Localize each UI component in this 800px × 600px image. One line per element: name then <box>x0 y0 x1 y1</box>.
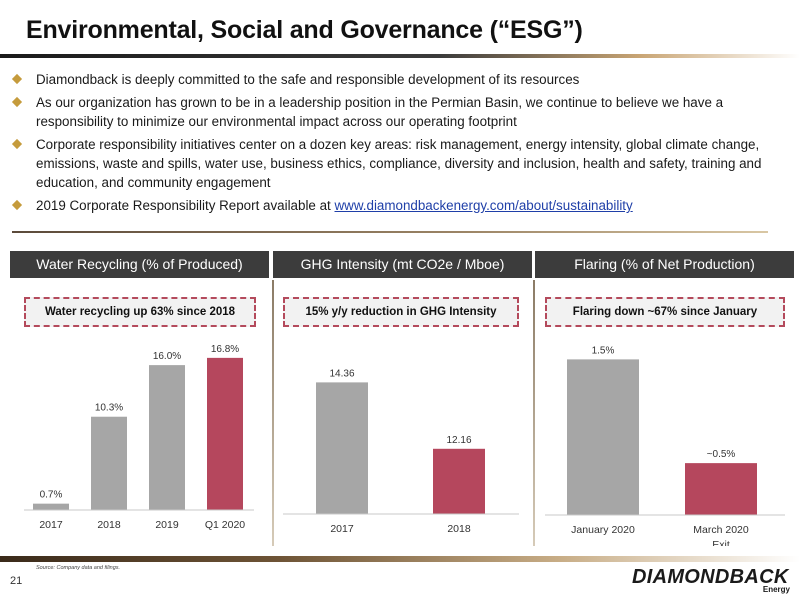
ghg-intensity-panel: GHG Intensity (mt CO2e / Mboe) 15% y/y r… <box>273 251 532 546</box>
chart-bar <box>316 382 368 514</box>
panel-header: Flaring (% of Net Production) <box>535 251 794 278</box>
section-divider <box>12 231 768 233</box>
category-tick-label: 2017 <box>39 519 63 531</box>
panel-separator <box>272 280 274 546</box>
chart-bar <box>149 365 185 510</box>
ghg-intensity-chart: 14.36 2017 12.16 2018 <box>283 368 519 535</box>
panel-header: GHG Intensity (mt CO2e / Mboe) <box>273 251 532 278</box>
bar-value-label: 12.16 <box>446 435 471 446</box>
category-tick-label: January 2020 <box>571 524 635 536</box>
page-title: Environmental, Social and Governance (“E… <box>26 16 583 44</box>
category-tick-label: March 2020 <box>693 524 749 536</box>
bullet-item: Corporate responsibility initiatives cen… <box>11 135 792 192</box>
company-logo: DIAMONDBACK Energy <box>632 566 796 596</box>
bullet-item: Diamondback is deeply committed to the s… <box>11 70 792 89</box>
bullet-list: Diamondback is deeply committed to the s… <box>11 70 792 219</box>
water-callout: Water recycling up 63% since 2018 <box>24 297 256 327</box>
category-tick-label: 2017 <box>330 523 354 535</box>
panel-separator <box>533 280 535 546</box>
bullet-text: Diamondback is deeply committed to the s… <box>36 72 580 87</box>
chart-bar <box>433 448 485 514</box>
water-recycling-chart: 0.7% 2017 10.3% 2018 16.0% 2019 16.8% Q1 2020 <box>24 344 254 531</box>
bullet-text: 2019 Corporate Responsibility Report ava… <box>36 196 633 215</box>
flaring-chart: 1.5% January 2020 ~0.5% March 2020 Exit <box>545 345 785 546</box>
logo-subtitle: Energy <box>762 585 790 594</box>
sustainability-link[interactable]: www.diamondbackenergy.com/about/sustaina… <box>334 198 633 213</box>
category-tick-label: Exit <box>712 539 730 546</box>
title-divider <box>0 54 800 58</box>
diamond-bullet-icon <box>11 199 23 211</box>
category-tick-label: Q1 2020 <box>205 519 245 531</box>
chart-bar <box>91 416 127 510</box>
category-tick-label: 2018 <box>97 519 121 531</box>
bar-value-label: 1.5% <box>592 345 615 356</box>
bullet-text: Corporate responsibility initiatives cen… <box>36 137 762 190</box>
bullet-text: As our organization has grown to be in a… <box>36 95 724 129</box>
report-prefix: 2019 Corporate Responsibility Report ava… <box>36 198 335 213</box>
bar-value-label: 0.7% <box>40 490 63 501</box>
diamond-bullet-icon <box>11 73 23 85</box>
bar-value-label: 16.0% <box>153 351 181 362</box>
footer-divider <box>0 556 800 562</box>
category-tick-label: 2019 <box>155 519 179 531</box>
ghg-callout: 15% y/y reduction in GHG Intensity <box>283 297 519 327</box>
flaring-panel: Flaring (% of Net Production) Flaring do… <box>535 251 794 546</box>
bar-value-label: 16.8% <box>211 344 239 355</box>
chart-bar <box>567 359 639 515</box>
bar-value-label: ~0.5% <box>707 449 736 460</box>
water-recycling-panel: Water Recycling (% of Produced) Water re… <box>10 251 269 546</box>
page-number: 21 <box>10 575 23 587</box>
diamond-bullet-icon <box>11 96 23 108</box>
bullet-item: 2019 Corporate Responsibility Report ava… <box>11 196 792 215</box>
logo-wordmark: DIAMONDBACK <box>632 566 789 588</box>
chart-bar <box>207 357 243 510</box>
diamond-bullet-icon <box>11 138 23 150</box>
category-tick-label: 2018 <box>447 523 471 535</box>
bullet-item: As our organization has grown to be in a… <box>11 93 792 131</box>
chart-bar <box>685 463 757 515</box>
bar-value-label: 14.36 <box>329 368 354 379</box>
flaring-callout: Flaring down ~67% since January <box>545 297 785 327</box>
source-note: Source: Company data and filings. <box>36 565 121 571</box>
chart-bar <box>33 503 69 510</box>
panel-header: Water Recycling (% of Produced) <box>10 251 269 278</box>
bar-value-label: 10.3% <box>95 403 123 414</box>
